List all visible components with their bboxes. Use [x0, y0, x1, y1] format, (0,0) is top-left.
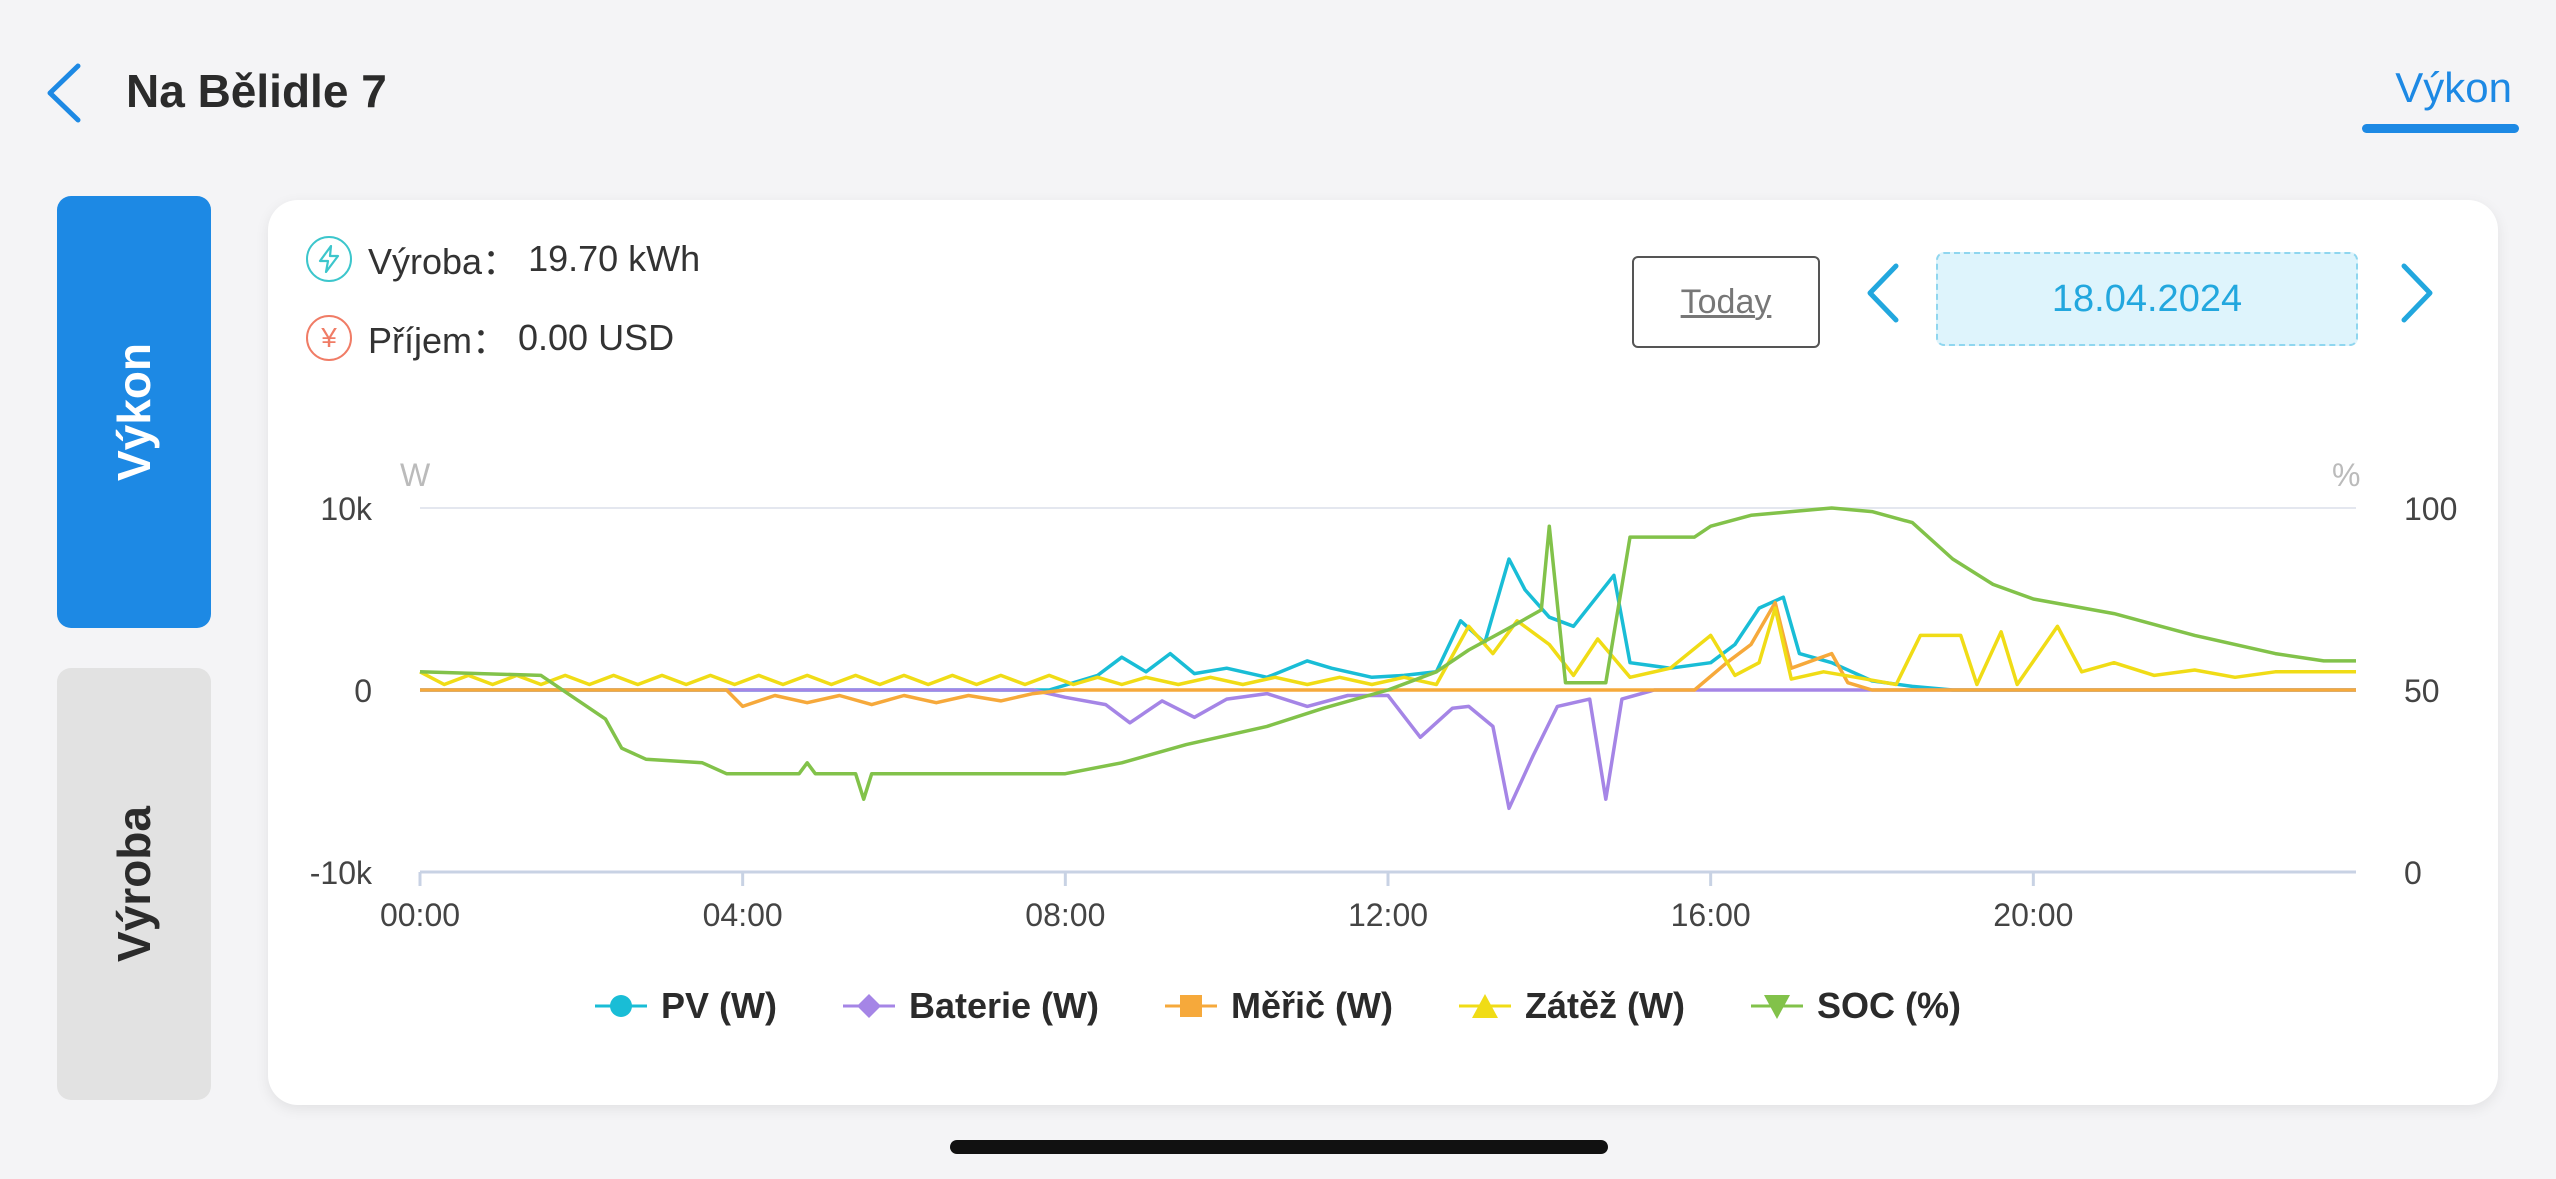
- x-tick-label: 20:00: [1993, 897, 2073, 933]
- legend-item-pv[interactable]: PV (W): [595, 985, 777, 1027]
- income-stat: ¥ Příjem： 0.00 USD: [306, 313, 674, 363]
- today-button[interactable]: Today: [1632, 256, 1820, 348]
- income-value: 0.00 USD: [518, 317, 675, 358]
- legend-marker-circle-icon: [595, 995, 647, 1017]
- production-value: 19.70 kWh: [528, 238, 701, 279]
- legend-marker-diamond-icon: [842, 994, 895, 1018]
- series-line-soc: [419, 506, 2356, 801]
- side-tab-vyroba[interactable]: Výroba: [57, 668, 211, 1100]
- legend-label: Měřič (W): [1231, 985, 1394, 1026]
- production-stat: Výroba： 19.70 kWh: [306, 234, 700, 284]
- legend-label: PV (W): [661, 985, 777, 1026]
- date-picker[interactable]: 18.04.2024: [1936, 252, 2358, 346]
- y-left-tick-label: 10k: [320, 491, 373, 527]
- back-arrow-icon[interactable]: [36, 58, 96, 128]
- legend-item-meter[interactable]: Měřič (W): [1165, 985, 1393, 1027]
- yen-icon: ¥: [306, 315, 352, 361]
- chart-card: [268, 200, 2498, 1105]
- series-line-load: [419, 606, 2356, 687]
- legend-marker-square-icon: [1165, 995, 1218, 1017]
- y-right-tick-label: 0: [2404, 855, 2422, 891]
- tab-vykon[interactable]: Výkon: [2395, 64, 2512, 111]
- page-title: Na Bělidle 7: [126, 65, 387, 117]
- income-label: Příjem：: [368, 320, 509, 361]
- header: Na Bělidle 7 Výkon: [0, 0, 2556, 190]
- y-right-tick-label: 100: [2404, 491, 2457, 527]
- y-left-unit: W: [400, 457, 431, 493]
- legend-label: Baterie (W): [908, 985, 1100, 1026]
- legend-item-soc[interactable]: SOC (%): [1751, 985, 1961, 1027]
- legend-item-load[interactable]: Zátěž (W): [1459, 985, 1685, 1027]
- side-tab-vykon[interactable]: Výkon: [57, 196, 211, 628]
- y-right-tick-label: 50: [2404, 673, 2440, 709]
- legend-marker-triangle-down-icon: [1751, 995, 1803, 1019]
- legend-item-battery[interactable]: Baterie (W): [842, 985, 1100, 1027]
- series-line-pv: [420, 557, 2356, 692]
- legend-label: Zátěž (W): [1525, 985, 1685, 1026]
- production-label: Výroba：: [368, 241, 519, 282]
- y-left-tick-label: -10k: [310, 855, 373, 891]
- y-right-unit: %: [2332, 457, 2360, 493]
- y-left-tick-label: 0: [354, 673, 372, 709]
- x-tick-label: 00:00: [380, 897, 460, 933]
- home-indicator: [950, 1140, 1608, 1154]
- chart-legend: PV (W) Baterie (W) Měřič (W) Zátěž (W) SOC (…: [0, 985, 2556, 1027]
- chevron-right-icon[interactable]: [2392, 258, 2442, 328]
- x-tick-label: 12:00: [1348, 897, 1428, 933]
- x-tick-label: 04:00: [703, 897, 783, 933]
- series-line-meter: [420, 600, 2356, 709]
- x-tick-label: 08:00: [1025, 897, 1105, 933]
- x-tick-label: 16:00: [1671, 897, 1751, 933]
- chevron-left-icon[interactable]: [1858, 258, 1908, 328]
- lightning-icon: [306, 236, 352, 282]
- tab-active-indicator: [2362, 124, 2519, 133]
- legend-marker-triangle-up-icon: [1459, 994, 1512, 1018]
- series-line-battery: [420, 688, 2356, 811]
- legend-label: SOC (%): [1817, 985, 1961, 1026]
